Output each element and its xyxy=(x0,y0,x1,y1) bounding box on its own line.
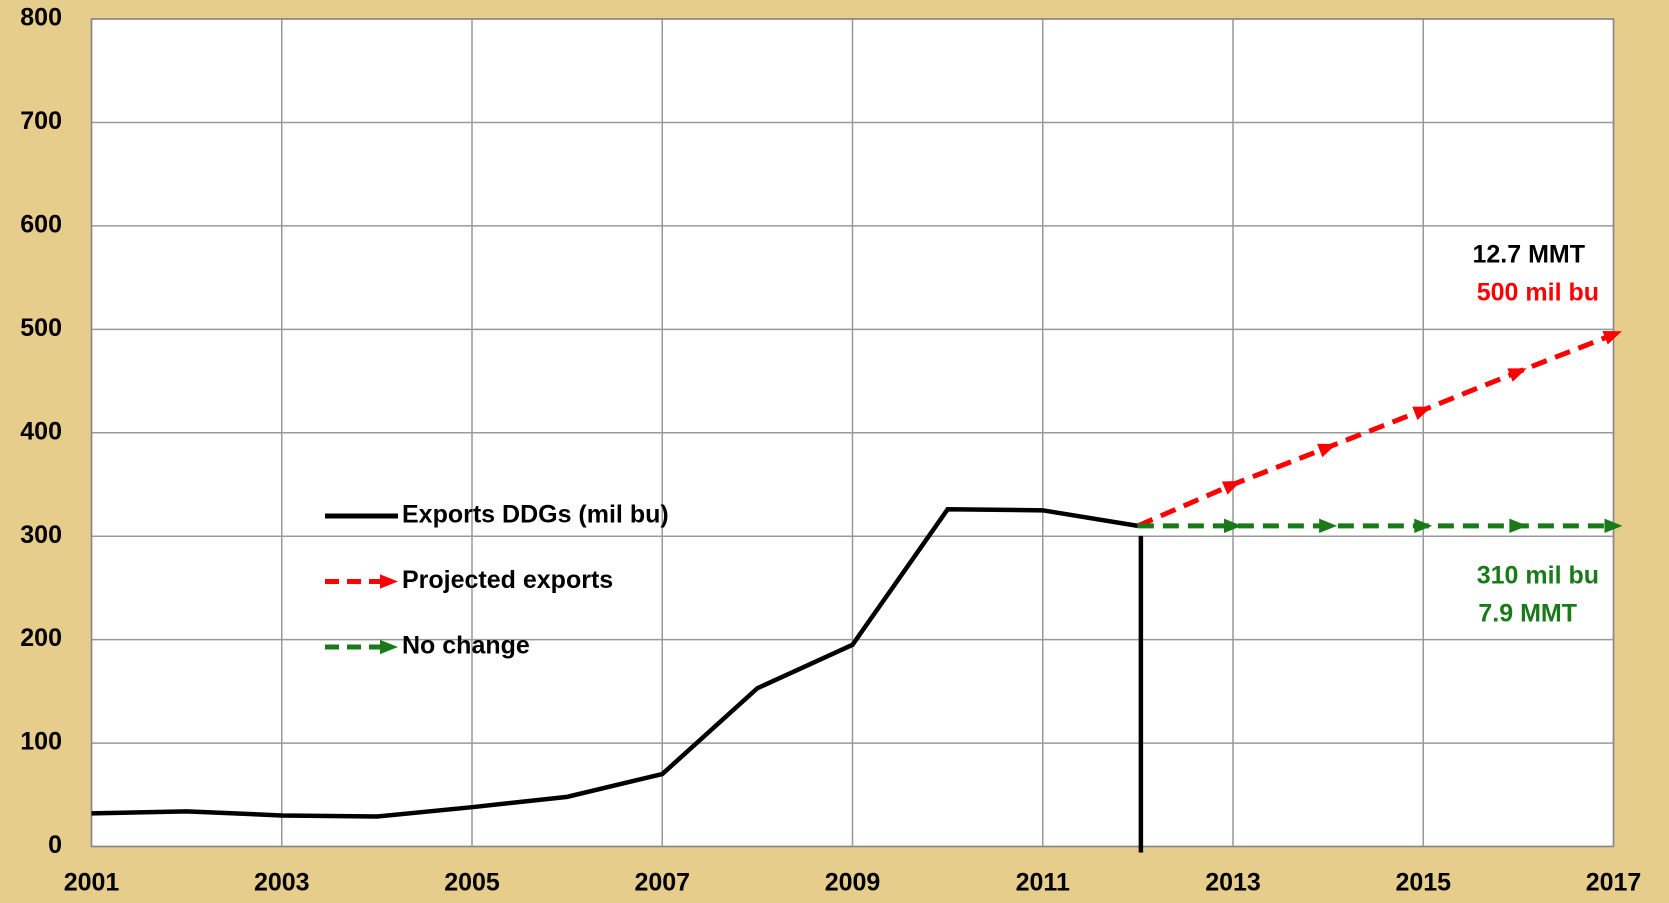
y-tick-label: 400 xyxy=(20,417,62,445)
arrow-marker xyxy=(380,574,398,589)
legend-label: No change xyxy=(402,632,530,660)
series-line xyxy=(91,507,1139,819)
x-tick-label: 2009 xyxy=(825,869,881,897)
x-tick-label: 2011 xyxy=(1016,869,1070,897)
arrow-marker xyxy=(380,639,398,655)
legend-label: Exports DDGs (mil bu) xyxy=(402,501,669,529)
arrow-marker xyxy=(1224,518,1242,534)
x-tick-label: 2013 xyxy=(1205,869,1261,897)
x-tick-label: 2015 xyxy=(1395,869,1451,897)
y-tick-label: 600 xyxy=(20,210,62,238)
arrow-marker xyxy=(1602,331,1622,345)
annotation: 310 mil bu xyxy=(1477,562,1599,590)
arrow-marker xyxy=(1507,368,1527,382)
arrow-marker xyxy=(1509,518,1528,534)
y-tick-label: 700 xyxy=(20,107,62,135)
arrow-marker xyxy=(1317,443,1337,458)
y-tick-label: 800 xyxy=(20,4,62,32)
annotation: 12.7 MMT xyxy=(1472,241,1585,269)
y-tick-label: 200 xyxy=(20,624,62,652)
plot-border xyxy=(90,18,1615,848)
arrow-marker xyxy=(1414,518,1433,534)
arrow-marker xyxy=(1604,518,1623,534)
x-tick-label: 2005 xyxy=(444,869,500,897)
arrow-marker xyxy=(1319,518,1338,534)
y-tick-label: 500 xyxy=(20,314,62,342)
arrow-marker xyxy=(1221,480,1242,495)
y-tick-label: 300 xyxy=(20,521,62,549)
series-line xyxy=(1136,332,1615,529)
x-tick-label: 2007 xyxy=(634,869,690,897)
x-tick-label: 2001 xyxy=(64,869,120,897)
arrow-marker xyxy=(1412,406,1432,420)
annotation: 7.9 MMT xyxy=(1478,600,1577,628)
x-tick-label: 2003 xyxy=(254,869,310,897)
annotation: 500 mil bu xyxy=(1477,279,1599,307)
legend-label: Projected exports xyxy=(402,566,613,594)
y-tick-label: 0 xyxy=(48,831,62,859)
x-tick-label: 2017 xyxy=(1586,869,1642,897)
y-tick-label: 100 xyxy=(20,728,62,756)
